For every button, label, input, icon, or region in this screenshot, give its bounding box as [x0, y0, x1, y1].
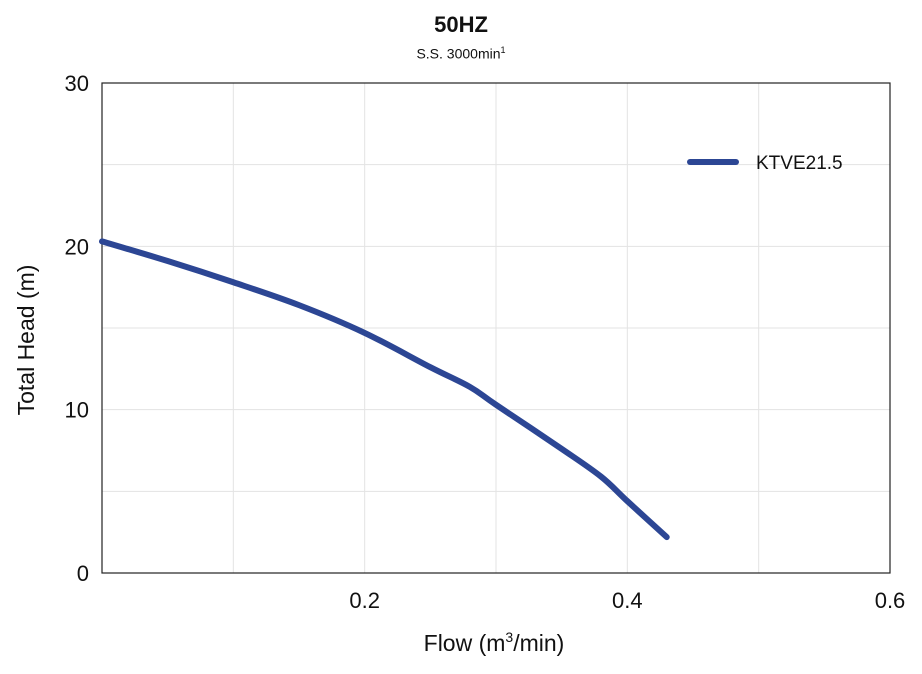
- x-axis-label-superscript: 3: [505, 629, 513, 645]
- y-tick-label: 20: [65, 234, 89, 259]
- x-axis-label-text: Flow (m: [424, 630, 506, 656]
- series-lines: [99, 238, 670, 541]
- x-axis-label: Flow (m3/min): [424, 629, 565, 656]
- x-axis-label-suffix: /min): [513, 630, 564, 656]
- y-tick-label: 30: [65, 71, 89, 96]
- subtitle-text: S.S. 3000min: [416, 45, 501, 62]
- y-axis-label: Total Head (m): [13, 265, 39, 416]
- chart-title: 50HZ: [434, 12, 488, 37]
- x-tick-label: 0.4: [612, 588, 643, 613]
- grid-lines: [102, 83, 890, 573]
- series-line-ktve21-5: [99, 238, 670, 541]
- x-axis-ticks: 0.2 0.4 0.6: [349, 588, 905, 613]
- legend: KTVE21.5: [687, 153, 843, 174]
- x-tick-label: 0.6: [875, 588, 906, 613]
- x-tick-label: 0.2: [349, 588, 380, 613]
- subtitle-superscript: 1: [500, 45, 506, 55]
- y-tick-label: 10: [65, 398, 89, 423]
- y-axis-ticks: 0 10 20 30: [65, 71, 89, 586]
- chart-subtitle: S.S. 3000min1: [0, 45, 922, 62]
- y-tick-label: 0: [77, 561, 89, 586]
- legend-label: KTVE21.5: [756, 153, 843, 174]
- plot-frame: [101, 82, 891, 574]
